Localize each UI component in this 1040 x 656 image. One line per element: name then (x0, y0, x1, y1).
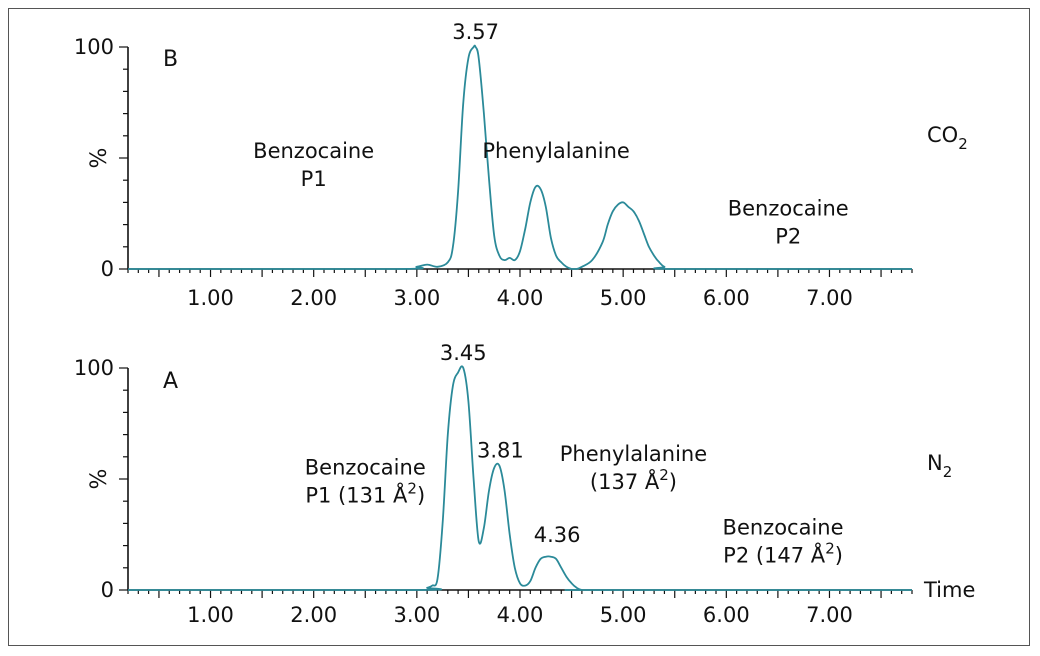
panel-b-y-tick-label: 100 (74, 35, 114, 59)
panel-a-x-tick-label: 6.00 (703, 603, 750, 627)
panel-a-x-tick-label: 3.00 (393, 603, 440, 627)
panel-b-chart: 0 100% 1.00 2.00 3.00 4.00 5.00 6.00 7.00 3.57 Ben… (74, 20, 968, 310)
panel-a-gas-label: N2​ (927, 451, 952, 481)
panel-a-y-axis-label: % (87, 469, 112, 490)
panel-a-x-tick-label: 4.00 (497, 603, 544, 627)
panel-a-x-tick-label: 7.00 (806, 603, 853, 627)
panel-b-trace-line (128, 44, 912, 270)
panel-b-y-tick-label: 0 (101, 257, 114, 281)
panel-a-trace-line (128, 365, 912, 591)
panel-b-annotation: Phenylalanine (482, 139, 629, 163)
panel-b-x-tick-label: 5.00 (600, 286, 647, 310)
panel-b-y-axis-label: % (87, 148, 112, 169)
panel-b-x-tick-label: 3.00 (393, 286, 440, 310)
panel-b-annotation: Benzocaine P1 (253, 139, 374, 191)
panel-a-x-axis-label: Time (923, 578, 975, 602)
panel-b-letter: B (163, 47, 178, 72)
panel-a-x-tick-label: 2.00 (290, 603, 337, 627)
panel-a-y-tick-label: 100 (74, 356, 114, 380)
panel-b-x-tick-label: 4.00 (497, 286, 544, 310)
panel-a-annotation: Phenylalanine(137 Å2​) (560, 442, 707, 494)
panel-a-chart: 0 100% 1.00 2.00 3.00 4.00 5.00 6.00 7.00 Time 3.4… (74, 341, 976, 627)
panel-a-x-tick-label: 5.00 (600, 603, 647, 627)
figure-frame (8, 8, 1030, 646)
panel-b-x-tick-label: 1.00 (187, 286, 234, 310)
panel-a-x-tick-label: 1.00 (187, 603, 234, 627)
panel-a-peak-label: 4.36 (534, 523, 581, 547)
panel-a-peak-label: 3.81 (477, 439, 524, 463)
panel-b-peak-label: 3.57 (452, 20, 499, 44)
panel-b-gas-label: CO2​ (927, 123, 968, 153)
panel-a-peak-label: 3.45 (440, 341, 487, 365)
panel-b-x-tick-label: 2.00 (290, 286, 337, 310)
panel-b-x-tick-label: 6.00 (703, 286, 750, 310)
panel-a-letter: A (163, 369, 178, 394)
panel-a-y-tick-label: 0 (101, 578, 114, 602)
panel-b-x-tick-label: 7.00 (806, 286, 853, 310)
panel-b-annotation: Benzocaine P2 (728, 197, 849, 249)
